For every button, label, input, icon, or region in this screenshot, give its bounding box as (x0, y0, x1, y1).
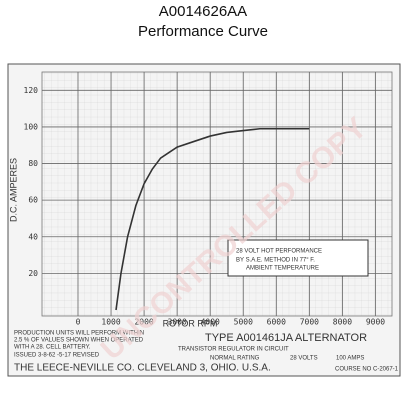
x-tick-label: 7000 (300, 318, 319, 327)
note: ISSUED 3-8-62 -5-17 REVISED (14, 353, 100, 359)
note: PRODUCTION UNITS WILL PERFORM WITHIN (14, 331, 144, 337)
type-label: TYPE A001461JA ALTERNATOR (205, 332, 367, 344)
y-tick-label: 20 (28, 269, 38, 278)
rating: NORMAL RATING (210, 356, 260, 362)
x-tick-label: 8000 (333, 318, 352, 327)
annotation: BY S.A.E. METHOD IN 77° F. (236, 258, 315, 264)
x-tick-label: 3000 (168, 318, 187, 327)
y-tick-label: 40 (28, 232, 38, 241)
x-tick-label: 5000 (234, 318, 253, 327)
y-tick-label: 80 (28, 159, 38, 168)
x-tick-label: 6000 (267, 318, 286, 327)
chart-title: A0014626AA (159, 3, 247, 20)
x-tick-label: 2000 (134, 318, 153, 327)
annotation: 28 VOLT HOT PERFORMANCE (236, 249, 322, 255)
x-axis-label: ROTOR RPM (163, 318, 218, 328)
y-tick-label: 60 (28, 196, 38, 205)
curve (115, 127, 310, 311)
x-tick-label: 0 (76, 318, 81, 327)
graph-paper (41, 71, 393, 317)
company: THE LEECE-NEVILLE CO. CLEVELAND 3, OHIO.… (14, 363, 271, 374)
y-tick-label: 100 (24, 122, 39, 131)
course: COURSE NO C-2067-1 (335, 367, 399, 373)
x-tick-label: 4000 (201, 318, 220, 327)
amps: 100 AMPS (336, 356, 364, 362)
volts: 28 VOLTS (290, 356, 318, 362)
x-tick-label: 9000 (366, 318, 385, 327)
annotation-box (227, 239, 369, 277)
note: WITH A 28. CELL BATTERY. (14, 345, 91, 351)
annotation: AMBIENT TEMPERATURE (246, 266, 319, 272)
regulator: TRANSISTOR REGULATOR IN CIRCUIT (178, 347, 289, 353)
x-tick-label: 1000 (101, 318, 120, 327)
note: 2.5 % OF VALUES SHOWN WHEN OPERATED (14, 338, 144, 344)
chart-subtitle: Performance Curve (138, 23, 268, 40)
y-axis-label: D.C. AMPERES (8, 158, 18, 222)
y-tick-label: 120 (24, 86, 39, 95)
